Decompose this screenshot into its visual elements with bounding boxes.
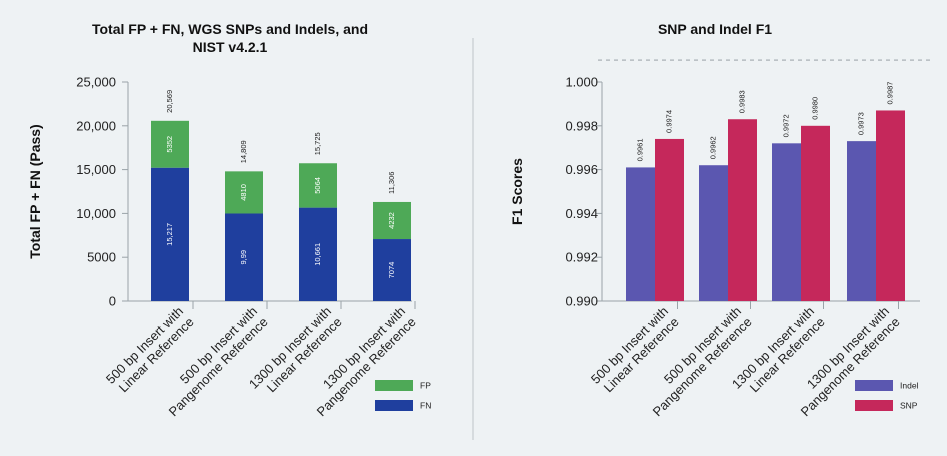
bar-segment-label: 4232 <box>387 212 396 229</box>
bar-snp <box>728 119 757 301</box>
bar-fn-segment <box>299 207 337 301</box>
bar-snp <box>801 125 830 301</box>
legend-label-indel: Indel <box>900 381 919 391</box>
bar-snp <box>655 138 684 301</box>
y-tick-label: 0.998 <box>565 118 598 133</box>
bar-total-label: 20,569 <box>165 90 174 113</box>
y-tick-label: 0.996 <box>565 162 598 177</box>
y-tick-label: 0.992 <box>565 250 598 265</box>
legend-label-fn: FN <box>420 401 431 411</box>
bar-value-label: 0.9974 <box>664 110 673 133</box>
bar-total-label: 11,306 <box>387 172 396 194</box>
bar-fn-segment <box>225 213 263 301</box>
bar-segment-label: 15,217 <box>165 223 174 246</box>
y-tick-label: 0.990 <box>565 294 598 309</box>
y-axis-label: F1 Scores <box>509 158 525 225</box>
bar-indel <box>772 143 801 301</box>
y-tick-label: 25,000 <box>76 75 116 90</box>
legend-label-snp: SNP <box>900 401 918 411</box>
y-axis-label: Total FP + FN (Pass) <box>27 124 43 258</box>
bar-value-label: 0.9983 <box>737 90 746 113</box>
legend-swatch-fp <box>375 380 413 391</box>
bar-segment-label: 5352 <box>165 136 174 153</box>
legend-swatch-indel <box>855 380 893 391</box>
y-tick-label: 0 <box>109 294 116 309</box>
bar-segment-label: 4810 <box>239 184 248 201</box>
bar-segment-label: 5064 <box>313 177 322 194</box>
y-tick-label: 0.994 <box>565 206 598 221</box>
bar-fn-segment <box>151 167 189 301</box>
bar-segment-label: 9,99 <box>239 250 248 265</box>
bar-value-label: 0.9980 <box>810 97 819 120</box>
bar-total-label: 14,809 <box>239 140 248 163</box>
bar-value-label: 0.9962 <box>708 136 717 159</box>
y-tick-label: 5000 <box>87 250 116 265</box>
chart-title: NIST v4.2.1 <box>193 39 268 55</box>
bar-value-label: 0.9972 <box>781 114 790 137</box>
bar-indel <box>626 167 655 301</box>
fp-fn-stacked-bar-chart: Total FP + FN, WGS SNPs and Indels, and N… <box>27 21 431 419</box>
y-tick-label: 1.000 <box>565 75 598 90</box>
f1-grouped-bar-chart: SNP and Indel F1 F1 Scores 0.990 0.992 0.994… <box>509 21 930 419</box>
bar-fp-segment <box>299 163 337 208</box>
bar-value-label: 0.9961 <box>635 138 644 161</box>
bar-fn-segment <box>373 239 411 301</box>
y-tick-label: 15,000 <box>76 162 116 177</box>
y-tick-label: 10,000 <box>76 206 116 221</box>
legend-swatch-fn <box>375 400 413 411</box>
bar-value-label: 0.9987 <box>885 82 894 105</box>
bar-indel <box>699 165 728 301</box>
legend-swatch-snp <box>855 400 893 411</box>
bar-total-label: 15,725 <box>313 132 322 155</box>
y-tick-label: 20,000 <box>76 118 116 133</box>
bar-fp-segment <box>225 171 263 214</box>
bar-value-label: 0.9973 <box>856 112 865 135</box>
bar-segment-label: 10,661 <box>313 243 322 266</box>
bar-indel <box>847 141 876 301</box>
chart-title: Total FP + FN, WGS SNPs and Indels, and <box>92 21 368 37</box>
chart-title: SNP and Indel F1 <box>658 21 772 37</box>
bar-segment-label: 7074 <box>387 262 396 279</box>
bar-fp-segment <box>151 120 189 168</box>
legend-label-fp: FP <box>420 381 431 391</box>
bar-fp-segment <box>373 201 411 240</box>
bar-snp <box>876 110 905 301</box>
